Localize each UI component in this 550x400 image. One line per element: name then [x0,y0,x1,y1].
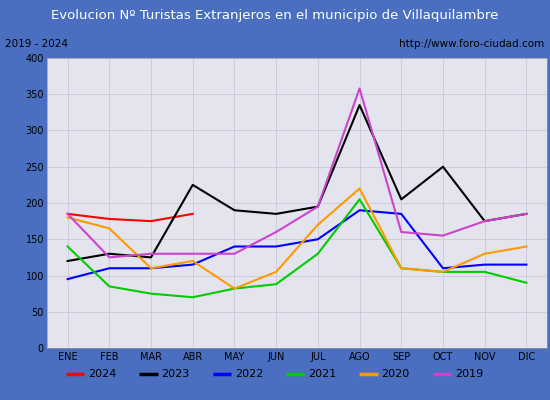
Text: 2019 - 2024: 2019 - 2024 [6,39,69,49]
Text: Evolucion Nº Turistas Extranjeros en el municipio de Villaquilambre: Evolucion Nº Turistas Extranjeros en el … [51,10,499,22]
Text: 2022: 2022 [235,369,263,379]
Text: 2019: 2019 [455,369,483,379]
Text: 2023: 2023 [161,369,190,379]
Text: 2024: 2024 [88,369,117,379]
Text: 2021: 2021 [308,369,336,379]
Text: 2020: 2020 [381,369,410,379]
Text: http://www.foro-ciudad.com: http://www.foro-ciudad.com [399,39,544,49]
